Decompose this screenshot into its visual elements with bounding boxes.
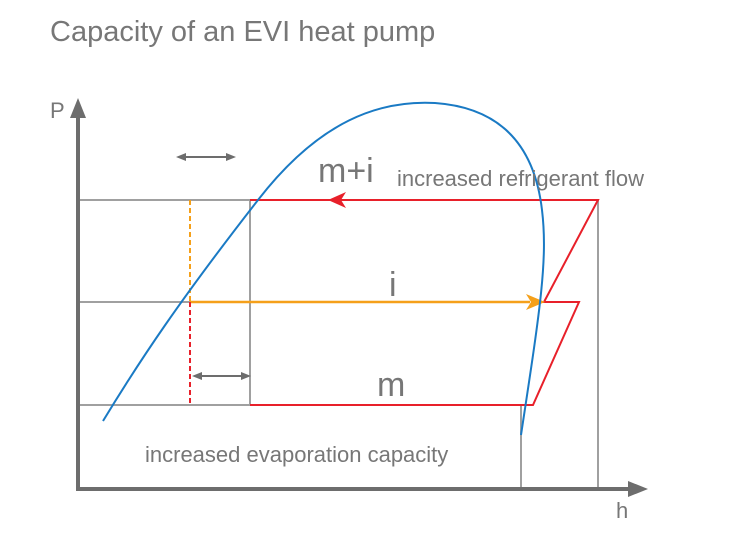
y-axis-arrow: [70, 98, 86, 118]
y-axis-label: P: [50, 98, 65, 123]
x-axis-arrow: [628, 481, 648, 497]
label-i: i: [389, 266, 397, 304]
label-m-plus-i: m+i: [318, 152, 374, 190]
x-axis-label: h: [616, 498, 629, 523]
title: Capacity of an EVI heat pump: [50, 16, 436, 48]
flow-arrow-head: [328, 192, 346, 208]
label-m: m: [377, 366, 406, 404]
label-increased-capacity: increased evaporation capacity: [145, 442, 449, 467]
label-increased-flow: increased refrigerant flow: [397, 166, 645, 191]
saturation-dome: [102, 101, 545, 436]
injection-arrow-head: [526, 294, 545, 310]
